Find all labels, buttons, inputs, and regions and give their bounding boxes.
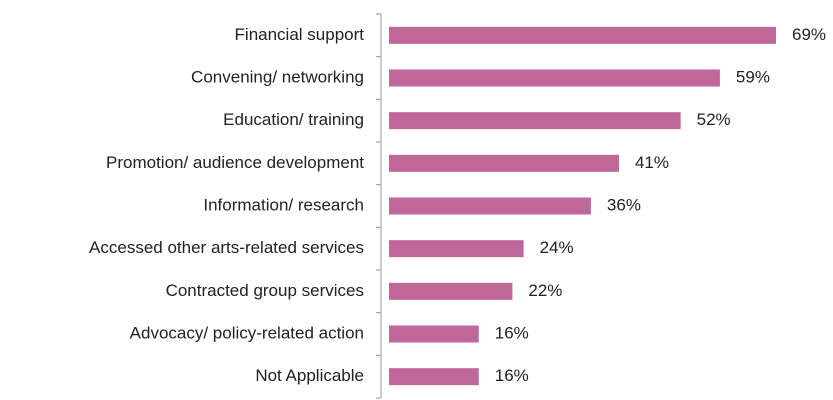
bar — [389, 325, 479, 343]
value-label: 36% — [607, 195, 641, 214]
bar — [389, 112, 681, 130]
category-label: Information/ research — [203, 195, 364, 214]
category-label: Contracted group services — [166, 281, 364, 300]
value-label: 16% — [495, 323, 529, 342]
category-label: Promotion/ audience development — [106, 153, 364, 172]
bar — [389, 69, 720, 87]
bar — [389, 197, 591, 215]
value-label: 59% — [736, 67, 770, 86]
value-label: 52% — [697, 110, 731, 129]
category-label: Education/ training — [223, 110, 364, 129]
value-label: 69% — [792, 25, 826, 44]
bar — [389, 240, 524, 258]
bar — [389, 26, 776, 44]
category-label: Not Applicable — [255, 366, 364, 385]
bar — [389, 368, 479, 386]
bar — [389, 154, 619, 172]
value-label: 16% — [495, 366, 529, 385]
value-label: 41% — [635, 153, 669, 172]
value-label: 22% — [528, 281, 562, 300]
category-label: Accessed other arts-related services — [89, 238, 364, 257]
value-label: 24% — [540, 238, 574, 257]
category-label: Convening/ networking — [191, 67, 364, 86]
category-label: Advocacy/ policy-related action — [130, 323, 364, 342]
bar — [389, 282, 513, 300]
category-label: Financial support — [235, 25, 365, 44]
